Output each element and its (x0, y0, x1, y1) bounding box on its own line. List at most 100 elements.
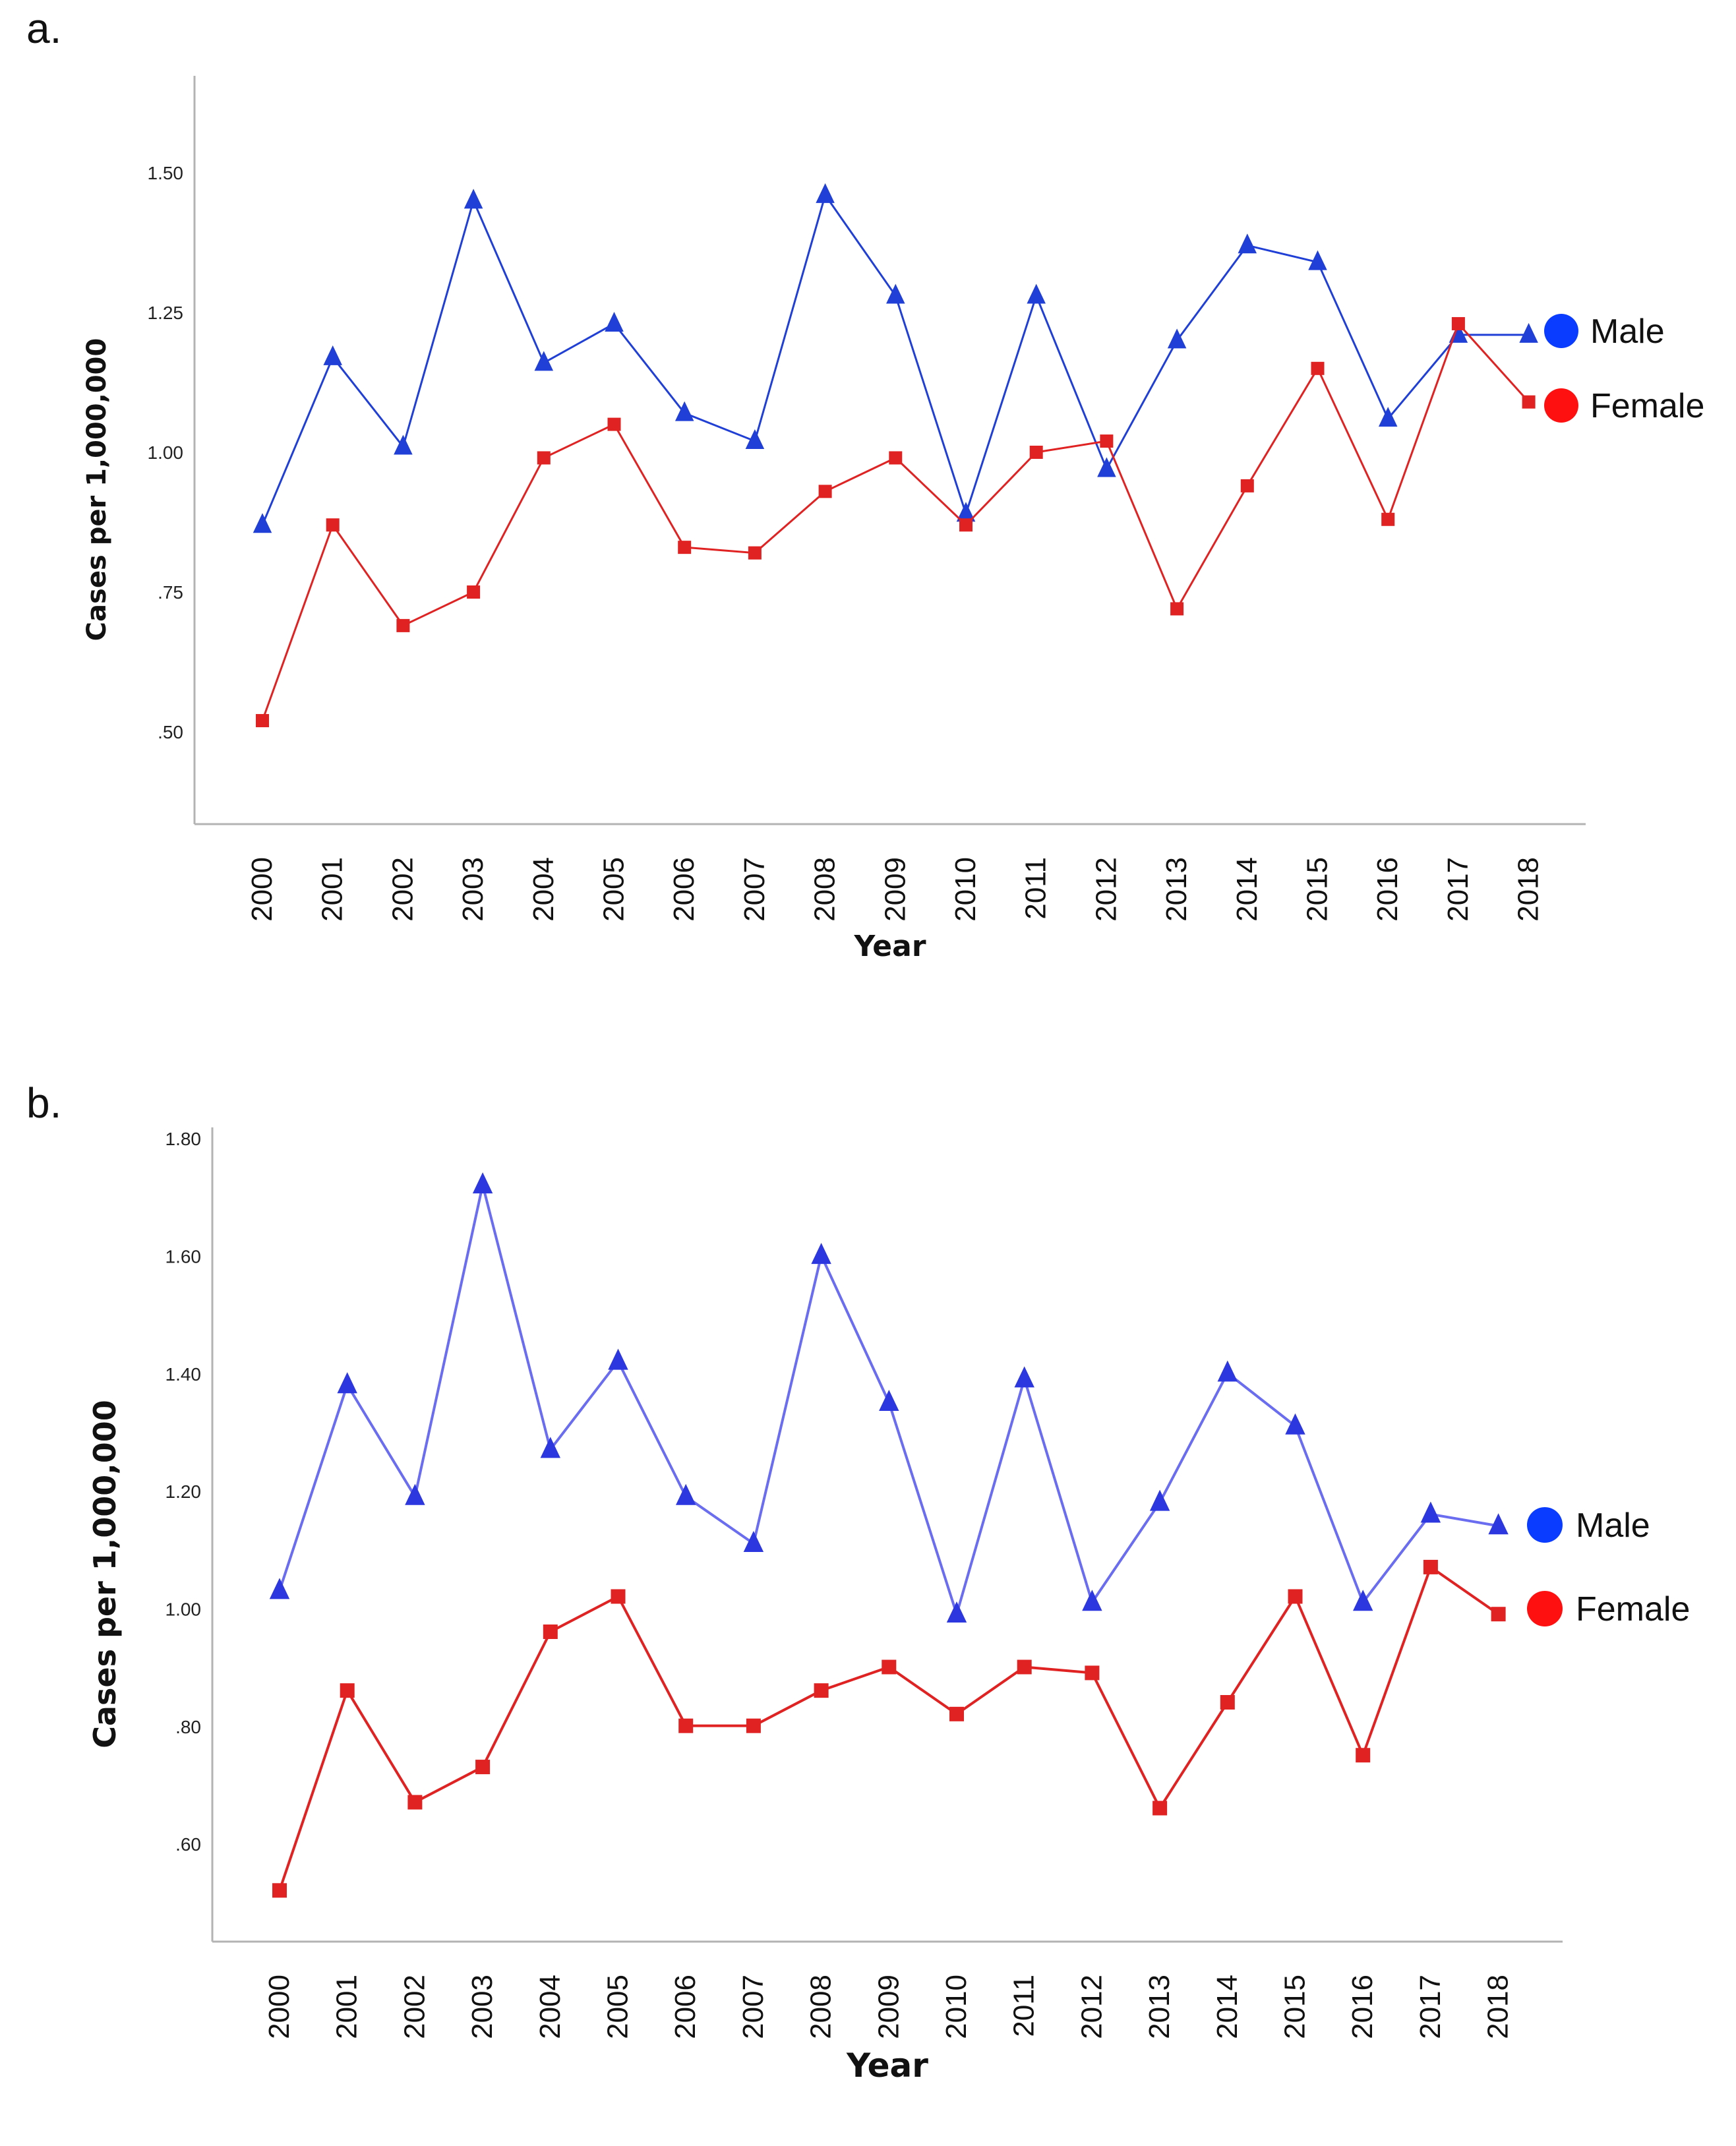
data-point-male-triangle (1285, 1413, 1305, 1435)
data-point-male-triangle (1488, 1513, 1509, 1535)
data-point-female-square (814, 1683, 829, 1698)
panel-a-label: a. (26, 5, 62, 52)
y-tick-label: .50 (158, 722, 183, 742)
legend-marker-female (1544, 388, 1578, 423)
data-point-male-triangle (743, 1531, 764, 1553)
data-point-female-square (889, 451, 903, 465)
data-point-male-triangle (269, 1578, 290, 1599)
x-tick-label: 2018 (1482, 1975, 1514, 2039)
legend-marker-female (1527, 1591, 1563, 1626)
data-point-male-triangle (879, 1390, 899, 1412)
data-point-male-triangle (253, 513, 272, 533)
x-tick-label: 2007 (738, 857, 771, 922)
panel-b: b. .60 .80 1.00 1.20 1.40 1.60 1.80 2000 2001 200… (0, 1055, 1736, 2146)
x-tick-label: 2000 (263, 1975, 295, 2039)
legend-marker-male (1527, 1507, 1563, 1543)
x-tick-label: 2012 (1090, 857, 1122, 922)
data-point-female-square (949, 1706, 964, 1721)
x-tick-label: 2016 (1346, 1975, 1379, 2039)
x-tick-label: 2013 (1143, 1975, 1176, 2039)
data-point-female-square (407, 1795, 423, 1810)
x-tick-label: 2006 (669, 1975, 702, 2039)
data-point-female-square (882, 1659, 897, 1675)
y-tick-label: 1.80 (165, 1129, 202, 1149)
data-point-male-triangle (674, 401, 694, 421)
y-tick-label: 1.60 (165, 1247, 202, 1267)
chart-b: .60 .80 1.00 1.20 1.40 1.60 1.80 2000 2001 2002 20… (87, 1127, 1690, 2085)
panel-b-label: b. (26, 1079, 62, 1127)
x-tick-label: 2009 (872, 1975, 905, 2039)
x-tick-label: 2011 (1020, 857, 1052, 920)
x-tick-label: 2008 (809, 857, 841, 922)
data-point-male-triangle (1378, 407, 1398, 427)
x-tick-label: 2001 (316, 857, 349, 922)
data-point-female-square (475, 1760, 491, 1775)
series-line-female (278, 1565, 1499, 1891)
data-point-male-triangle (745, 429, 765, 450)
data-point-male-triangle (946, 1601, 967, 1623)
data-point-female-square (1423, 1559, 1438, 1574)
x-tick-label: 2015 (1279, 1975, 1311, 2039)
x-tick-label: 2006 (668, 857, 700, 922)
series-line-male (261, 194, 1529, 525)
y-tick-label: 1.25 (148, 303, 184, 323)
x-tick-label: 2003 (466, 1975, 498, 2039)
data-point-male-triangle (676, 1483, 696, 1505)
y-tick-label: .60 (175, 1834, 201, 1855)
x-tick-label: 2009 (879, 857, 911, 922)
x-tick-label: 2001 (331, 1975, 363, 2039)
data-point-female-square (340, 1683, 355, 1698)
x-tick-label: 2018 (1512, 857, 1545, 922)
data-point-female-square (467, 585, 481, 599)
data-point-female-square (396, 618, 410, 632)
data-point-male-triangle (605, 311, 624, 332)
data-point-male-triangle (956, 502, 976, 522)
x-tick-label: 2010 (940, 1975, 973, 2039)
data-point-female-square (537, 451, 551, 465)
data-point-male-triangle (608, 1348, 628, 1370)
data-point-male-triangle (1082, 1590, 1102, 1611)
x-tick-label: 2017 (1442, 857, 1474, 922)
data-point-female-square (1017, 1659, 1032, 1675)
legend-label-male: Male (1576, 1506, 1650, 1545)
data-point-female-square (1451, 316, 1465, 330)
x-tick-label: 2003 (457, 857, 489, 922)
x-tick-label: 2004 (527, 857, 560, 922)
data-point-female-square (678, 1718, 694, 1733)
data-point-male-triangle (1014, 1366, 1034, 1388)
data-point-female-square (678, 541, 692, 554)
data-point-male-triangle (337, 1372, 357, 1394)
y-tick-label: 1.40 (165, 1364, 202, 1385)
y-tick-label: 1.50 (148, 163, 184, 183)
data-point-female-square (959, 518, 973, 532)
data-point-female-square (1170, 602, 1184, 616)
legend-label-female: Female (1576, 1590, 1690, 1628)
x-tick-label: 2007 (737, 1975, 769, 2039)
legend-label-female: Female (1590, 387, 1704, 425)
x-tick-label: 2000 (246, 857, 278, 922)
data-point-male-triangle (1097, 457, 1116, 477)
x-tick-label: 2014 (1231, 857, 1263, 922)
chart-a: .50 .75 1.00 1.25 1.50 2000 2001 2002 2003 2004 20… (82, 76, 1704, 963)
data-point-female-square (1288, 1589, 1303, 1604)
x-tick-label: 2004 (534, 1975, 566, 2039)
data-point-female-square (1100, 434, 1114, 448)
legend-label-male: Male (1590, 313, 1665, 351)
y-axis-title: Cases per 1,000,000 (87, 1400, 123, 1748)
data-point-female-square (1522, 395, 1536, 409)
data-point-female-square (272, 1883, 287, 1898)
y-tick-label: 1.20 (165, 1481, 202, 1502)
x-axis-title: Year (846, 2046, 928, 2085)
data-point-female-square (746, 1718, 761, 1733)
data-point-male-triangle (886, 283, 905, 304)
data-point-male-triangle (1217, 1360, 1238, 1382)
series-line-female (261, 322, 1530, 721)
data-point-female-square (1220, 1695, 1235, 1710)
data-point-female-square (1029, 446, 1043, 459)
data-point-male-triangle (540, 1437, 560, 1458)
y-tick-label: .75 (158, 582, 183, 603)
data-point-female-square (611, 1589, 626, 1604)
legend-marker-male (1544, 314, 1578, 348)
x-tick-label: 2002 (398, 1975, 431, 2039)
x-tick-label: 2002 (386, 857, 419, 922)
